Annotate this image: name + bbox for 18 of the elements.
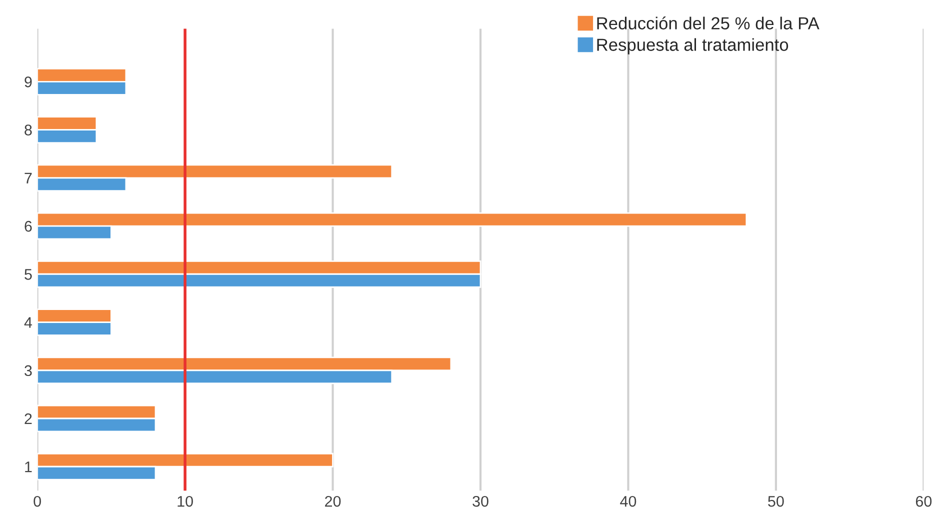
x-tick-label: 20	[325, 496, 341, 507]
y-tick-label: 9	[24, 76, 32, 88]
x-tick-label: 60	[916, 496, 932, 507]
x-tick-label: 30	[472, 496, 488, 507]
x-tick-label: 10	[178, 496, 193, 507]
x-tick-label: 40	[620, 496, 636, 507]
legend-label: Respuesta al tratamiento	[597, 38, 788, 54]
legend-label: Reducción del 25 % de la PA	[597, 16, 820, 30]
y-tick-label: 2	[24, 413, 32, 424]
y-tick-label: 6	[24, 220, 32, 232]
y-tick-label: 7	[24, 172, 32, 184]
y-tick-label: 1	[25, 462, 32, 472]
y-tick-label: 8	[24, 124, 32, 136]
y-tick-label: 3	[24, 365, 32, 376]
x-tick-label: 50	[768, 496, 784, 507]
y-tick-label: 4	[24, 317, 32, 328]
y-tick-label: 5	[24, 269, 32, 280]
x-tick-label: 0	[34, 496, 41, 507]
